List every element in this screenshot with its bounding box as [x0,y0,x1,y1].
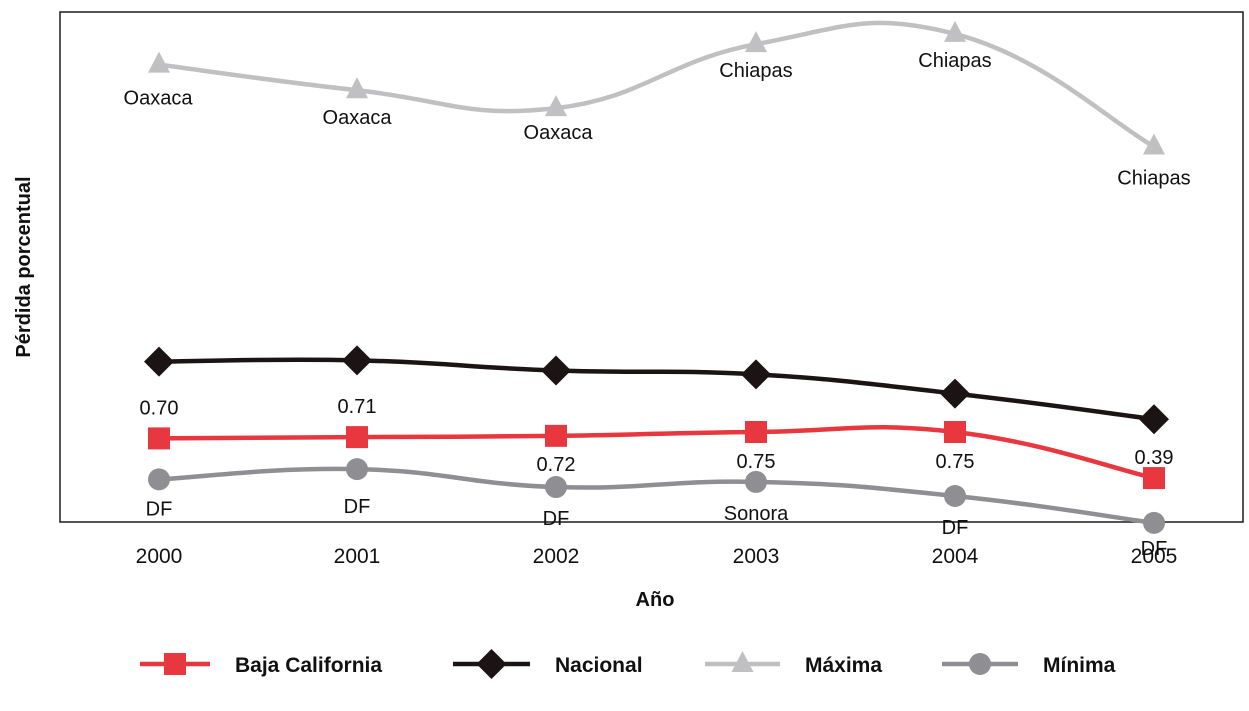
data-label-minima-2004: DF [942,517,969,539]
point-nacional-2005 [1139,404,1169,435]
point-minima-2000 [148,468,170,491]
series-line-minima [156,466,1157,526]
data-label-minima-2002: DF [543,508,570,530]
plot-frame [59,11,1244,523]
series-line-baja-california [156,425,1157,481]
data-label-baja-california-2001: 0.71 [338,396,377,418]
legend-marker-baja-california [164,653,186,675]
x-tick-label-2000: 2000 [136,545,183,568]
x-tick-label-2004: 2004 [932,545,979,568]
data-label-minima-2003: Sonora [724,503,789,525]
data-label-maxima-2001: Oaxaca [323,107,393,129]
legend-item-maxima: Máxima [705,651,882,677]
data-label-maxima-2005: Chiapas [1117,168,1190,190]
point-maxima-2000 [148,51,170,73]
x-tick-label-2003: 2003 [733,545,780,568]
point-nacional-2002 [541,355,571,386]
y-axis-title: Pérdida porcentual [13,176,35,357]
x-axis-title: Año [636,589,675,611]
point-baja-california-2000 [148,427,170,450]
point-baja-california-2001 [346,426,368,449]
legend-item-baja-california: Baja California [140,653,382,677]
data-label-baja-california-2003: 0.75 [737,451,776,473]
point-maxima-2003 [745,31,767,53]
point-baja-california-2002 [545,424,567,447]
legend-marker-nacional [476,649,507,679]
point-maxima-2005 [1143,133,1165,155]
data-label-maxima-2000: Oaxaca [124,88,194,110]
point-maxima-2001 [346,77,368,99]
data-label-maxima-2004: Chiapas [918,50,991,72]
legend-label-baja-california: Baja California [235,654,382,677]
series-maxima: Oaxaca Oaxaca Oaxaca Chiapas Chiapas Chiapas [124,20,1191,190]
legend-item-nacional: Nacional [453,649,643,679]
point-minima-2005 [1143,511,1165,534]
point-nacional-2001 [342,345,372,376]
legend-item-minima: Mínima [942,653,1116,677]
point-minima-2003 [745,470,767,493]
data-label-maxima-2003: Chiapas [719,60,792,82]
point-nacional-2000 [144,346,174,377]
point-baja-california-2003 [745,421,767,443]
legend-marker-maxima [731,651,754,672]
point-maxima-2002 [545,95,567,117]
legend-label-nacional: Nacional [555,654,643,677]
point-nacional-2003 [741,359,771,390]
data-label-baja-california-2002: 0.72 [537,454,576,476]
legend: Baja California Nacional Máxima Mínima [140,649,1116,679]
x-tick-label-2001: 2001 [334,545,381,568]
point-baja-california-2005 [1143,467,1165,490]
data-label-maxima-2002: Oaxaca [524,122,594,144]
series-baja-california: 0.70 0.71 0.72 0.75 0.75 0.39 [140,396,1174,490]
point-baja-california-2004 [944,421,966,443]
data-label-minima-2005: DF [1141,538,1168,560]
data-label-baja-california-2004: 0.75 [936,451,975,473]
x-tick-label-2005: 2005 [1131,545,1178,568]
legend-marker-minima [969,653,991,675]
data-label-minima-2001: DF [344,496,371,518]
point-maxima-2004 [944,20,966,42]
x-tick-label-2002: 2002 [533,545,580,568]
series-line-nacional [156,357,1157,422]
point-nacional-2004 [940,378,970,409]
data-label-minima-2000: DF [146,498,173,520]
point-minima-2001 [346,458,368,481]
data-label-baja-california-2005: 0.39 [1135,447,1174,469]
point-minima-2004 [944,485,966,507]
data-label-baja-california-2000: 0.70 [140,397,179,419]
series-nacional [144,345,1169,435]
series-layer: Oaxaca Oaxaca Oaxaca Chiapas Chiapas Chiapas 0… [124,20,1191,560]
series-line-maxima [156,20,1157,149]
legend-label-minima: Mínima [1043,654,1116,677]
x-axis-ticks: 2000 2001 2002 2003 2004 2005 [136,545,1178,568]
series-minima: DF DF DF Sonora DF DF [146,458,1168,560]
point-minima-2002 [545,476,567,499]
legend-label-maxima: Máxima [805,654,882,677]
